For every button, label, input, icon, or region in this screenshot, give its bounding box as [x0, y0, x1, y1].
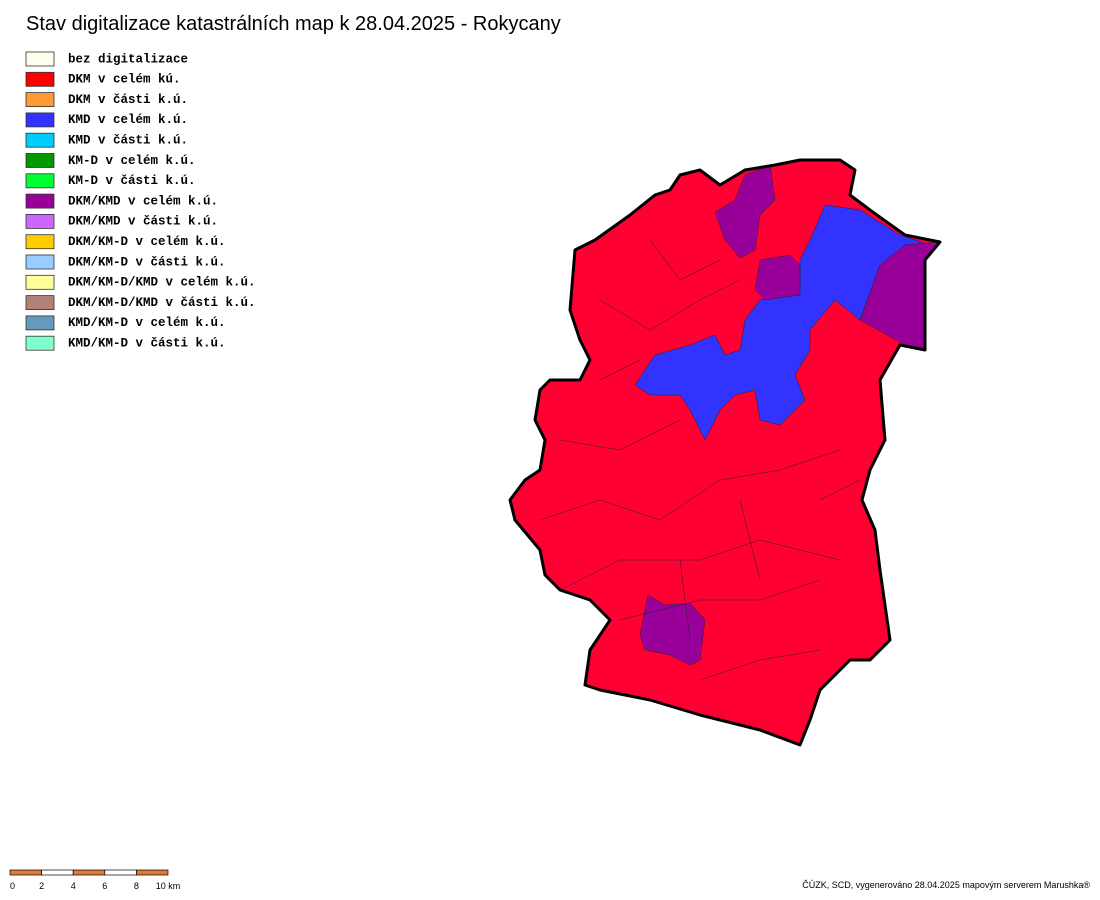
- legend-label: DKM/KM-D/KMD v celém k.ú.: [68, 276, 256, 290]
- region-dkm-kmd: [754, 254, 801, 301]
- legend-swatch: [25, 193, 55, 209]
- legend-swatch: [25, 173, 55, 189]
- legend-label: DKM/KM-D/KMD v části k.ú.: [68, 296, 256, 310]
- scale-label: 2: [39, 881, 44, 891]
- cadastre-borders: [539, 239, 861, 681]
- legend-swatch: [25, 92, 55, 107]
- credit: ČÚZK, SCD, vygenerováno 28.04.2025 mapov…: [802, 880, 1090, 890]
- map: [508, 158, 942, 747]
- legend-swatch: [25, 132, 55, 148]
- scale-label: 4: [71, 881, 76, 891]
- scale-labels: 0 2 4 6 8 10 km: [10, 881, 180, 891]
- legend-swatch: [25, 234, 55, 250]
- scale-segment: [104, 869, 137, 876]
- legend-label: bez digitalizace: [68, 52, 188, 66]
- scale-segment: [41, 869, 74, 876]
- district-outline: [508, 158, 942, 747]
- legend-swatch: [25, 51, 55, 67]
- scale-segment: [9, 869, 42, 876]
- region-dkm-kmd: [714, 164, 776, 259]
- legend-label: KM-D v části k.ú.: [68, 174, 196, 188]
- legend-swatch: [25, 153, 55, 168]
- legend-swatch: [25, 335, 55, 351]
- legend-swatch: [25, 254, 55, 270]
- legend-label: KMD v celém k.ú.: [68, 113, 188, 127]
- legend-label: KMD/KM-D v celém k.ú.: [68, 316, 226, 330]
- legend-label: KMD/KM-D v části k.ú.: [68, 336, 226, 350]
- scale-segment: [136, 869, 169, 876]
- legend-swatch: [25, 112, 55, 128]
- legend-label: DKM/KM-D v celém k.ú.: [68, 235, 226, 249]
- legend-swatch: [25, 213, 55, 229]
- legend-label: DKM/KMD v celém k.ú.: [68, 194, 218, 208]
- scale-label: 10 km: [156, 881, 181, 891]
- scale-label: 6: [102, 881, 107, 891]
- legend-swatch: [25, 274, 55, 290]
- legend-label: DKM v celém kú.: [68, 73, 181, 87]
- scale-segment: [72, 869, 106, 876]
- scale-bar: [9, 869, 169, 876]
- legend-swatch: [25, 315, 55, 331]
- legend: bez digitalizace DKM v celém kú. DKM v čás…: [25, 51, 256, 351]
- legend-label: KM-D v celém k.ú.: [68, 154, 196, 168]
- scale-label: 8: [134, 881, 139, 891]
- legend-label: DKM/KMD v části k.ú.: [68, 215, 218, 229]
- legend-swatch: [25, 71, 55, 87]
- scale-label: 0: [10, 881, 15, 891]
- legend-label: DKM/KM-D v části k.ú.: [68, 255, 226, 269]
- legend-label: KMD v části k.ú.: [68, 133, 188, 147]
- legend-swatch: [25, 295, 55, 311]
- map-title: Stav digitalizace katastrálních map k 28…: [26, 13, 561, 35]
- legend-label: DKM v části k.ú.: [68, 93, 188, 107]
- region-dkm-kmd: [639, 594, 706, 666]
